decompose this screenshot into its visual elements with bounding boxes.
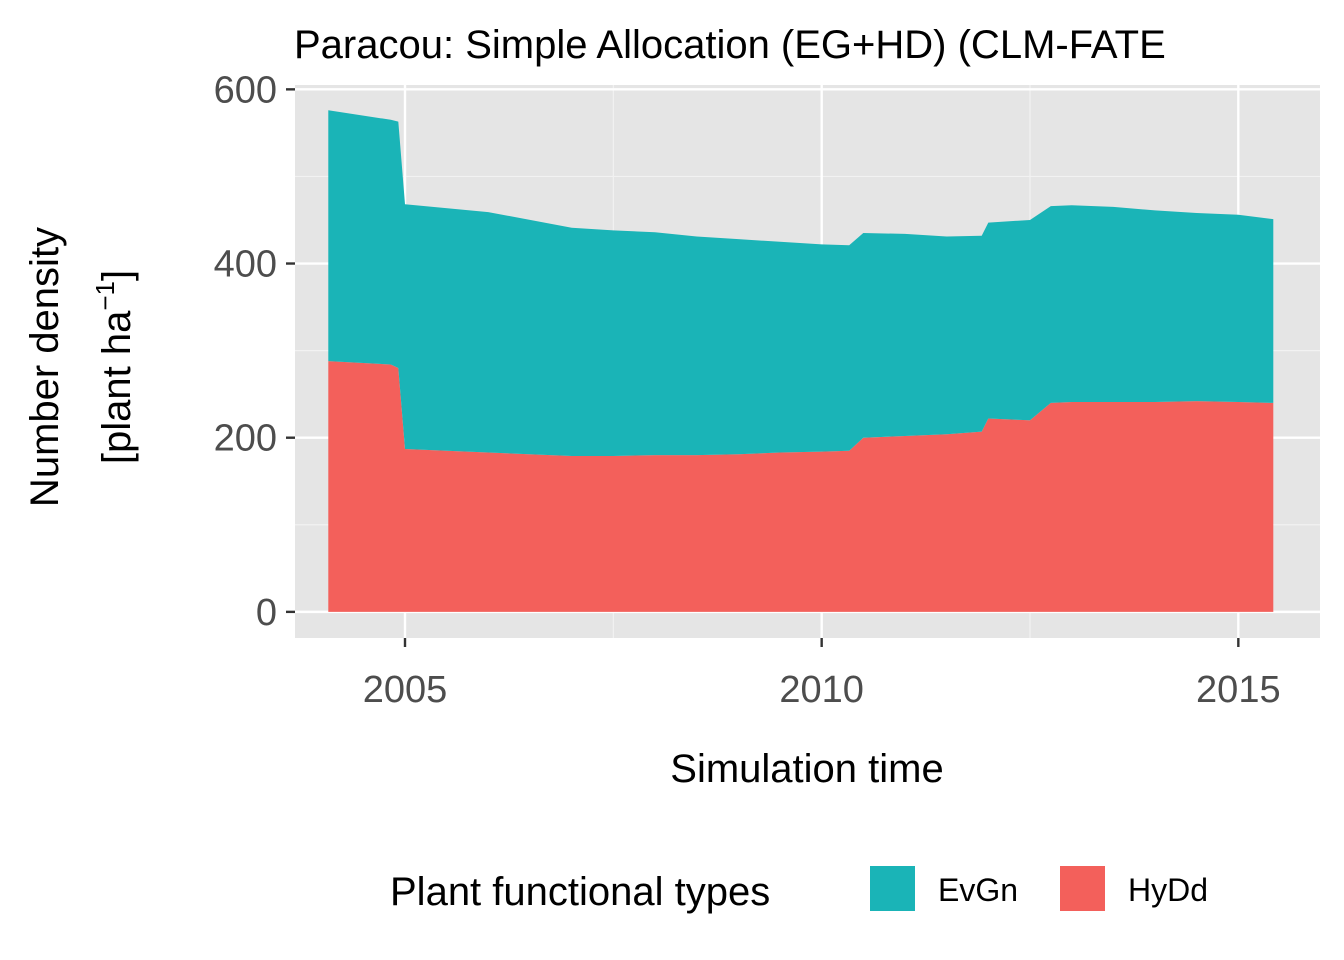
y-axis-title-line1: Number density	[23, 227, 67, 507]
area-evgn	[328, 110, 1274, 457]
y-tick-label: 200	[214, 418, 277, 460]
y-axis-title-superscript: −1	[90, 281, 120, 311]
x-axis-title: Simulation time	[670, 747, 943, 791]
legend-label-evgn: EvGn	[938, 872, 1018, 908]
y-tick-label: 400	[214, 244, 277, 286]
chart-title: Paracou: Simple Allocation (EG+HD) (CLM-…	[294, 23, 1166, 67]
x-tick-label: 2010	[779, 669, 864, 711]
area-series-group	[328, 110, 1274, 612]
y-axis-title: Number density [plant ha−1]	[23, 227, 139, 507]
y-tick-label: 600	[214, 69, 277, 111]
legend-swatch-hydd	[1060, 866, 1105, 911]
legend-swatch-evgn	[870, 866, 915, 911]
x-tick-label: 2005	[363, 669, 448, 711]
y-axis-title-prefix: [plant ha	[95, 310, 139, 464]
y-axis-title-line2: [plant ha−1]	[90, 270, 139, 464]
y-axis-title-suffix: ]	[95, 270, 139, 281]
legend: Plant functional types EvGn HyDd	[390, 866, 1208, 914]
legend-label-hydd: HyDd	[1128, 872, 1208, 908]
area-hydd	[328, 361, 1274, 612]
y-tick-label: 0	[256, 592, 277, 634]
x-tick-label: 2015	[1196, 669, 1281, 711]
y-axis: 0 200 400 600	[214, 69, 295, 634]
legend-title: Plant functional types	[390, 870, 770, 914]
x-axis: 2005 2010 2015	[363, 638, 1281, 711]
